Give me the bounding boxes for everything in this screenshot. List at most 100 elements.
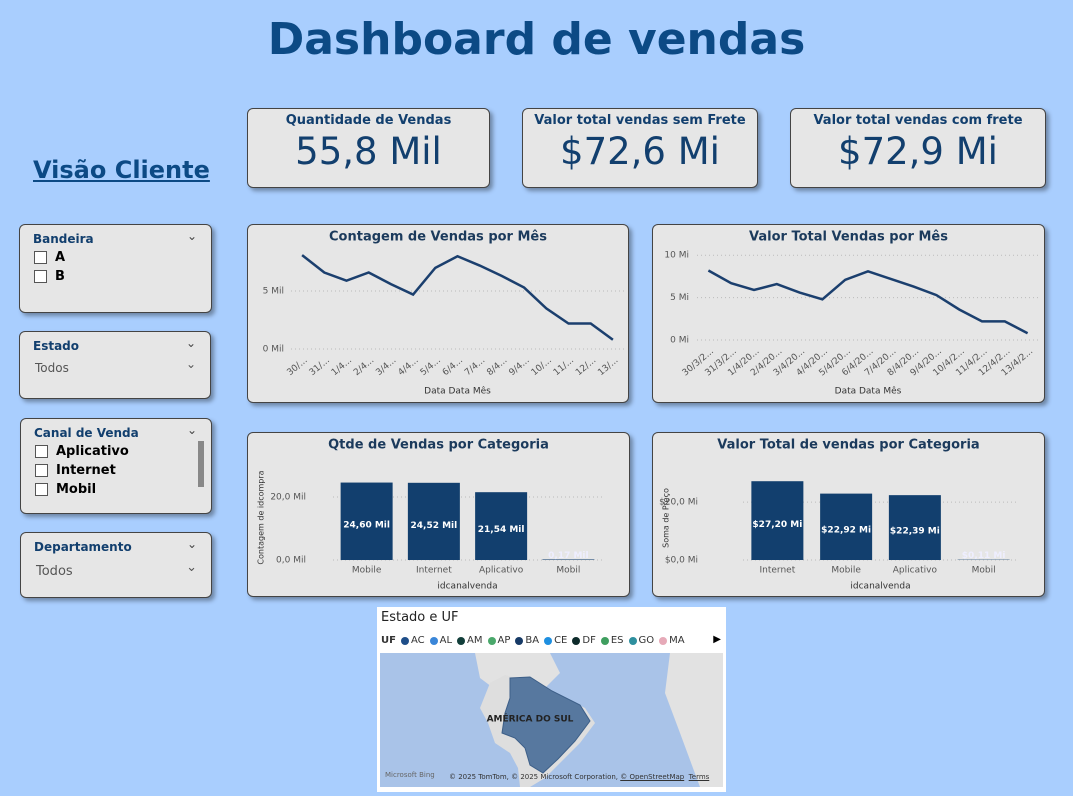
bar-chart: Valor Total de vendas por Categoria idcan… (652, 432, 1045, 597)
line (707, 269, 1029, 335)
y-tick-label: 5 Mil (263, 287, 284, 297)
bar (751, 481, 804, 560)
card-value: $72,6 Mi (560, 130, 720, 173)
dropdown-value: Todos (36, 564, 73, 579)
value-label: 24,60 Mil (343, 521, 390, 531)
x-tick-label: 5/4... (419, 356, 443, 378)
chevron[interactable]: ⌄ (186, 537, 197, 551)
page-link[interactable]: Visão Cliente (33, 156, 210, 184)
x-axis-title: Data Data Mês (835, 386, 902, 397)
y-axis-title: Soma de Preço (662, 488, 671, 548)
x-tick-label: 11/... (552, 356, 576, 378)
chart-title: Valor Total Vendas por Mês (749, 230, 948, 245)
option: Internet (56, 463, 116, 478)
attribution-text: © 2025 TomTom, © 2025 Microsoft Corporat… (449, 773, 619, 781)
map-legend: UF AC AL AM AP BA CE DF ES GO MA (381, 635, 685, 646)
slicer-title: Departamento (34, 540, 132, 554)
map[interactable]: AMÉRICA DO SUL (380, 653, 723, 787)
dropdown[interactable]: Todos ⌄ (36, 560, 197, 579)
legend-item: ES (600, 635, 624, 646)
bar (340, 482, 393, 560)
legend-label: AP (497, 635, 511, 646)
slicer: Estado ⌄ Todos ⌄ (19, 331, 211, 399)
y-tick-label: 0,0 Mil (276, 556, 306, 566)
legend-dot (600, 636, 609, 645)
chevron[interactable]: ⌄ (186, 229, 197, 243)
legend-item: CE (544, 635, 567, 646)
bar-chart: Qtde de Vendas por Categoria idcanalvenda… (247, 432, 630, 597)
checkbox[interactable]: A (34, 250, 211, 265)
x-axis-title: Data Data Mês (424, 386, 491, 397)
x-tick-label: 1/4... (330, 356, 354, 378)
x-tick-label: 4/4... (397, 356, 421, 378)
checkbox[interactable]: Aplicativo (35, 444, 211, 459)
page-title: Dashboard de vendas (267, 14, 806, 65)
x-tick-label: 30/... (286, 356, 310, 378)
legend-item: AC (400, 635, 425, 646)
value-label: 24,52 Mil (411, 521, 458, 531)
line-chart: Valor Total Vendas por Mês Data Data Mês 0… (652, 224, 1045, 403)
checkbox[interactable]: Mobil (35, 482, 211, 497)
legend-label: CE (554, 635, 568, 646)
legend-dot (659, 636, 668, 645)
x-tick-label: Mobile (352, 566, 382, 576)
legend-item: AP (487, 635, 511, 646)
line (301, 254, 614, 341)
dropdown-value: Todos (35, 361, 69, 375)
osm-link[interactable]: © OpenStreetMap (620, 773, 685, 781)
x-tick-label: 7/4... (463, 356, 487, 378)
card-label: Valor total vendas sem Frete (534, 113, 746, 128)
kpi-card: Valor total vendas sem Frete $72,6 Mi (522, 108, 758, 188)
legend-label: GO (638, 635, 655, 646)
x-tick-label: Mobile (831, 566, 861, 576)
x-tick-label: Mobil (972, 566, 996, 576)
y-tick-label: $20,0 Mi (659, 498, 698, 508)
bar (542, 559, 595, 560)
legend-dot (400, 636, 409, 645)
line-chart: Contagem de Vendas por Mês Data Data Mês 0… (247, 224, 629, 403)
value-label: $27,20 Mi (752, 520, 802, 530)
checkbox[interactable]: B (34, 269, 211, 284)
x-tick-label: Internet (416, 566, 452, 576)
scrollbar[interactable] (198, 441, 204, 487)
legend-dot (572, 636, 581, 645)
value-label: 21,54 Mil (478, 525, 525, 535)
legend-label: AM (467, 635, 483, 646)
legend-label: MA (669, 635, 685, 646)
bar (407, 482, 460, 560)
y-tick-label: $0,0 Mi (665, 556, 698, 566)
slicer-title: Canal de Venda (34, 426, 139, 440)
chevron[interactable]: ⌄ (185, 336, 196, 350)
map-label: AMÉRICA DO SUL (487, 713, 574, 725)
legend-item: MA (659, 635, 685, 646)
legend-next[interactable]: ▶ (713, 634, 721, 645)
kpi-card: Valor total vendas com frete $72,9 Mi (790, 108, 1046, 188)
x-tick-label: 13/... (596, 356, 620, 378)
legend-label: DF (582, 635, 596, 646)
slicer-title: Bandeira (33, 232, 94, 246)
x-tick-label: 2/4... (352, 356, 376, 378)
x-axis-title: idcanalvenda (850, 582, 910, 592)
y-tick-label: 20,0 Mil (270, 493, 306, 503)
value-label: $22,92 Mi (821, 526, 871, 536)
y-tick-label: 5 Mi (670, 293, 689, 303)
terms-link[interactable]: Terms (688, 773, 710, 781)
x-tick-label: Mobil (556, 566, 580, 576)
legend-dot (429, 636, 438, 645)
dropdown[interactable]: Todos ⌄ (35, 357, 196, 375)
option: A (55, 250, 66, 265)
legend-item: DF (572, 635, 596, 646)
card-label: Quantidade de Vendas (285, 113, 452, 128)
chevron[interactable]: ⌄ (186, 423, 197, 437)
chart-title: Valor Total de vendas por Categoria (717, 438, 979, 453)
legend-dot (515, 636, 524, 645)
attribution: © 2025 TomTom, © 2025 Microsoft Corporat… (449, 773, 709, 781)
checkbox[interactable]: Internet (35, 463, 211, 478)
legend-label: ES (610, 635, 624, 646)
slicer: Departamento ⌄ Todos ⌄ (20, 532, 212, 598)
bar (475, 492, 528, 560)
slicer: Bandeira ⌄ A B (19, 224, 212, 313)
kpi-card: Quantidade de Vendas 55,8 Mil (247, 108, 490, 188)
legend-label: AL (439, 635, 453, 646)
